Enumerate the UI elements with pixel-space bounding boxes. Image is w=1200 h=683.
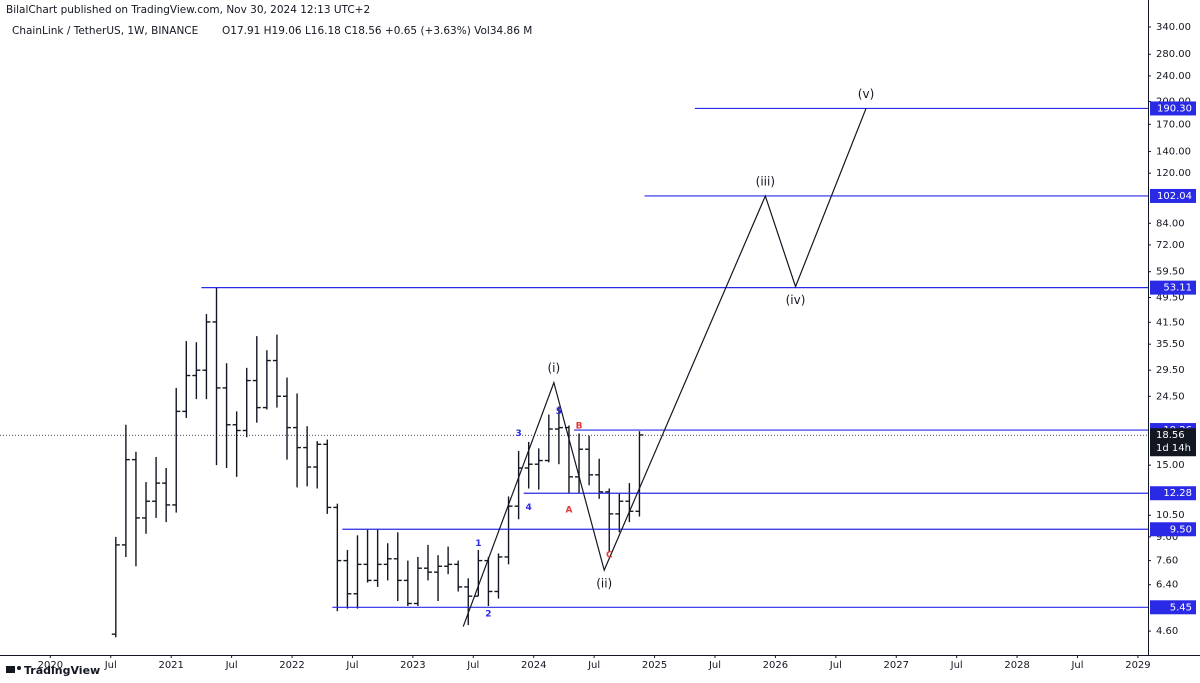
- y-tick-label: 240.00: [1156, 71, 1191, 82]
- y-tick-label: 35.50: [1156, 339, 1185, 350]
- y-tick-label: 59.50: [1156, 267, 1185, 278]
- y-tick-label: 29.50: [1156, 365, 1185, 376]
- y-tick-label: 6.40: [1156, 580, 1178, 591]
- x-tick-label: Jul: [950, 660, 963, 671]
- x-tick-label: 2020: [38, 660, 63, 671]
- wave-line: [462, 108, 867, 627]
- level-label: 190.30: [1157, 103, 1192, 114]
- x-tick-label: 2024: [521, 660, 546, 671]
- publisher: BilalChart published on TradingView.com,…: [6, 4, 370, 16]
- x-tick-label: 2023: [400, 660, 425, 671]
- x-tick-label: Jul: [466, 660, 479, 671]
- level-label: 53.11: [1163, 283, 1192, 294]
- symbol: ChainLink / TetherUS, 1W, BINANCE: [12, 25, 198, 37]
- y-tick-label: 15.00: [1156, 460, 1185, 471]
- ohlc-text: O17.91 H19.06 L16.18 C18.56 +0.65 (+3.63…: [222, 25, 532, 37]
- wave-count: B: [576, 422, 583, 432]
- wave-label: (i): [548, 361, 561, 375]
- countdown: 1d 14h: [1156, 443, 1191, 454]
- wave-label: (iii): [756, 175, 775, 189]
- y-tick-label: 49.50: [1156, 293, 1185, 304]
- y-tick-label: 9.00: [1156, 532, 1178, 543]
- wave-count: 1: [475, 539, 481, 549]
- x-tick-label: 2021: [158, 660, 183, 671]
- x-tick-label: 2025: [642, 660, 667, 671]
- wave-count: 4: [526, 503, 532, 513]
- wave-count: 3: [515, 429, 521, 439]
- level-box: [1150, 280, 1196, 295]
- level-box: [1150, 101, 1196, 116]
- x-tick-label: 2028: [1004, 660, 1029, 671]
- wave-count: A: [565, 505, 572, 515]
- y-tick-label: 120.00: [1156, 168, 1191, 179]
- brand: TradingView: [24, 664, 100, 677]
- x-tick-label: Jul: [104, 660, 117, 671]
- y-tick-label: 280.00: [1156, 49, 1191, 60]
- y-tick-label: 72.00: [1156, 240, 1185, 251]
- wave-label: (ii): [596, 577, 612, 591]
- last-price-box: [1150, 428, 1196, 457]
- y-tick-label: 170.00: [1156, 119, 1191, 130]
- y-tick-label: 41.50: [1156, 317, 1185, 328]
- x-tick-label: Jul: [1070, 660, 1083, 671]
- level-box: [1150, 522, 1196, 537]
- level-label: 9.50: [1170, 524, 1192, 535]
- y-tick-label: 7.60: [1156, 556, 1178, 567]
- x-tick-label: Jul: [829, 660, 842, 671]
- y-tick-label: 4.60: [1156, 626, 1178, 637]
- x-tick-label: Jul: [708, 660, 721, 671]
- y-tick-label: 140.00: [1156, 147, 1191, 158]
- level-label: 102.04: [1157, 191, 1192, 202]
- wave-count: 2: [485, 609, 491, 619]
- x-tick-label: 2026: [763, 660, 788, 671]
- level-label: 12.28: [1163, 488, 1192, 499]
- level-label: 5.45: [1170, 602, 1192, 613]
- level-box: [1150, 486, 1196, 501]
- y-tick-label: 340.00: [1156, 22, 1191, 33]
- last-price-label: 18.56: [1156, 430, 1185, 441]
- level-box: [1150, 188, 1196, 203]
- wave-count: C: [606, 551, 613, 561]
- logo: [6, 666, 21, 673]
- x-tick-label: 2029: [1125, 660, 1150, 671]
- y-tick-label: 84.00: [1156, 218, 1185, 229]
- x-tick-label: 2022: [279, 660, 304, 671]
- x-tick-label: Jul: [345, 660, 358, 671]
- wave-label: (v): [858, 87, 874, 101]
- y-tick-label: 24.50: [1156, 391, 1185, 402]
- wave-count: 5: [556, 407, 562, 417]
- y-tick-label: 10.50: [1156, 510, 1185, 521]
- x-tick-label: Jul: [225, 660, 238, 671]
- x-tick-label: 2027: [884, 660, 909, 671]
- wave-label: (iv): [786, 293, 806, 307]
- x-tick-label: Jul: [587, 660, 600, 671]
- level-box: [1150, 600, 1196, 615]
